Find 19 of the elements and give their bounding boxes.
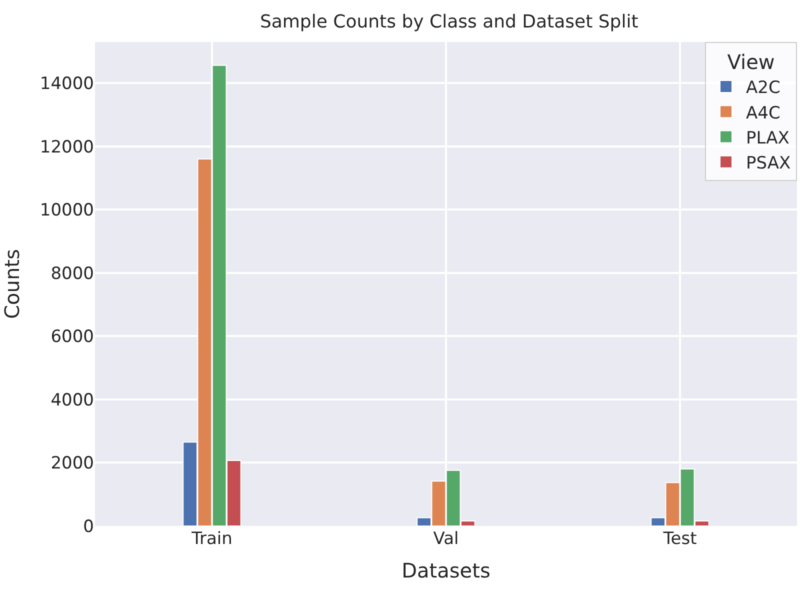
x-tick-label: Train: [190, 529, 232, 549]
chart-title: Sample Counts by Class and Dataset Split: [260, 12, 638, 33]
x-axis-title: Datasets: [402, 558, 490, 582]
legend-title: View: [727, 50, 775, 74]
y-tick-label: 4000: [50, 390, 94, 410]
x-tick-label: Val: [433, 529, 459, 549]
x-tick-label: Test: [662, 529, 698, 549]
y-tick-label: 12000: [40, 137, 94, 158]
legend-label: A2C: [746, 78, 780, 98]
y-axis-title: Counts: [0, 249, 24, 319]
y-tick-label: 2000: [50, 454, 94, 474]
legend-label: PLAX: [746, 128, 790, 148]
y-tick-label: 8000: [50, 264, 94, 284]
legend-label: A4C: [746, 103, 780, 124]
y-tick-label: 14000: [40, 74, 94, 94]
y-tick-label: 10000: [40, 200, 94, 221]
y-tick-label: 6000: [50, 327, 94, 348]
y-tick-label: 0: [83, 516, 94, 537]
legend-label: PSAX: [746, 153, 791, 174]
